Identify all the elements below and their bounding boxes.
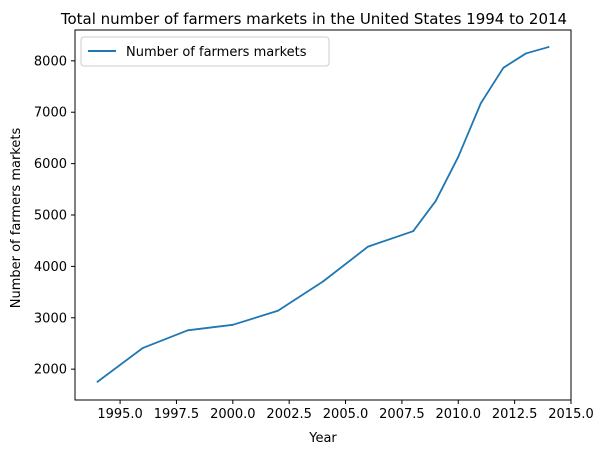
y-tick-label: 6000 <box>34 157 67 172</box>
x-tick-label: 2010.0 <box>436 407 482 422</box>
data-point <box>525 52 527 55</box>
x-tick-label: 1997.5 <box>154 407 200 422</box>
x-tick-label: 2007.5 <box>379 407 425 422</box>
data-point <box>502 66 505 69</box>
chart-title: Total number of farmers markets in the U… <box>60 10 567 28</box>
x-tick-label: 1995.0 <box>97 407 143 422</box>
y-tick-label: 8000 <box>34 54 67 69</box>
x-tick-label: 2005.0 <box>323 407 369 422</box>
data-point <box>322 280 324 283</box>
data-point <box>96 380 99 383</box>
legend-box <box>80 36 330 67</box>
legend-label: Number of farmers markets <box>126 45 307 60</box>
x-axis: 1995.0 1997.5 2000.0 2002.5 2005.0 2007.5 2010… <box>97 400 594 422</box>
data-point <box>457 155 460 158</box>
x-axis-label: Year <box>308 431 337 446</box>
data-point <box>434 200 437 202</box>
y-tick-label: 5000 <box>34 209 67 224</box>
x-tick-label: 2012.5 <box>492 407 538 422</box>
x-tick-label: 2002.5 <box>266 407 312 422</box>
y-axis-label: Number of farmers markets <box>9 128 24 309</box>
data-point <box>277 309 279 312</box>
x-tick-label: 2015.0 <box>548 407 594 422</box>
y-tick-label: 7000 <box>34 106 67 121</box>
y-tick-label: 2000 <box>34 363 67 378</box>
data-point <box>141 347 144 349</box>
y-tick-label: 4000 <box>34 260 67 275</box>
y-axis: 2000 3000 4000 5000 6000 7000 8000 <box>34 54 75 378</box>
x-tick-label: 2000.0 <box>210 407 256 422</box>
series-layer <box>96 46 550 383</box>
data-point <box>412 230 415 233</box>
y-tick-label: 3000 <box>34 311 67 326</box>
data-point <box>547 46 550 48</box>
series-line-0 <box>96 46 550 383</box>
data-point <box>186 329 189 332</box>
data-point <box>479 102 482 105</box>
legend: Number of farmers markets <box>80 36 330 67</box>
data-point <box>231 323 234 326</box>
data-point <box>367 245 369 248</box>
